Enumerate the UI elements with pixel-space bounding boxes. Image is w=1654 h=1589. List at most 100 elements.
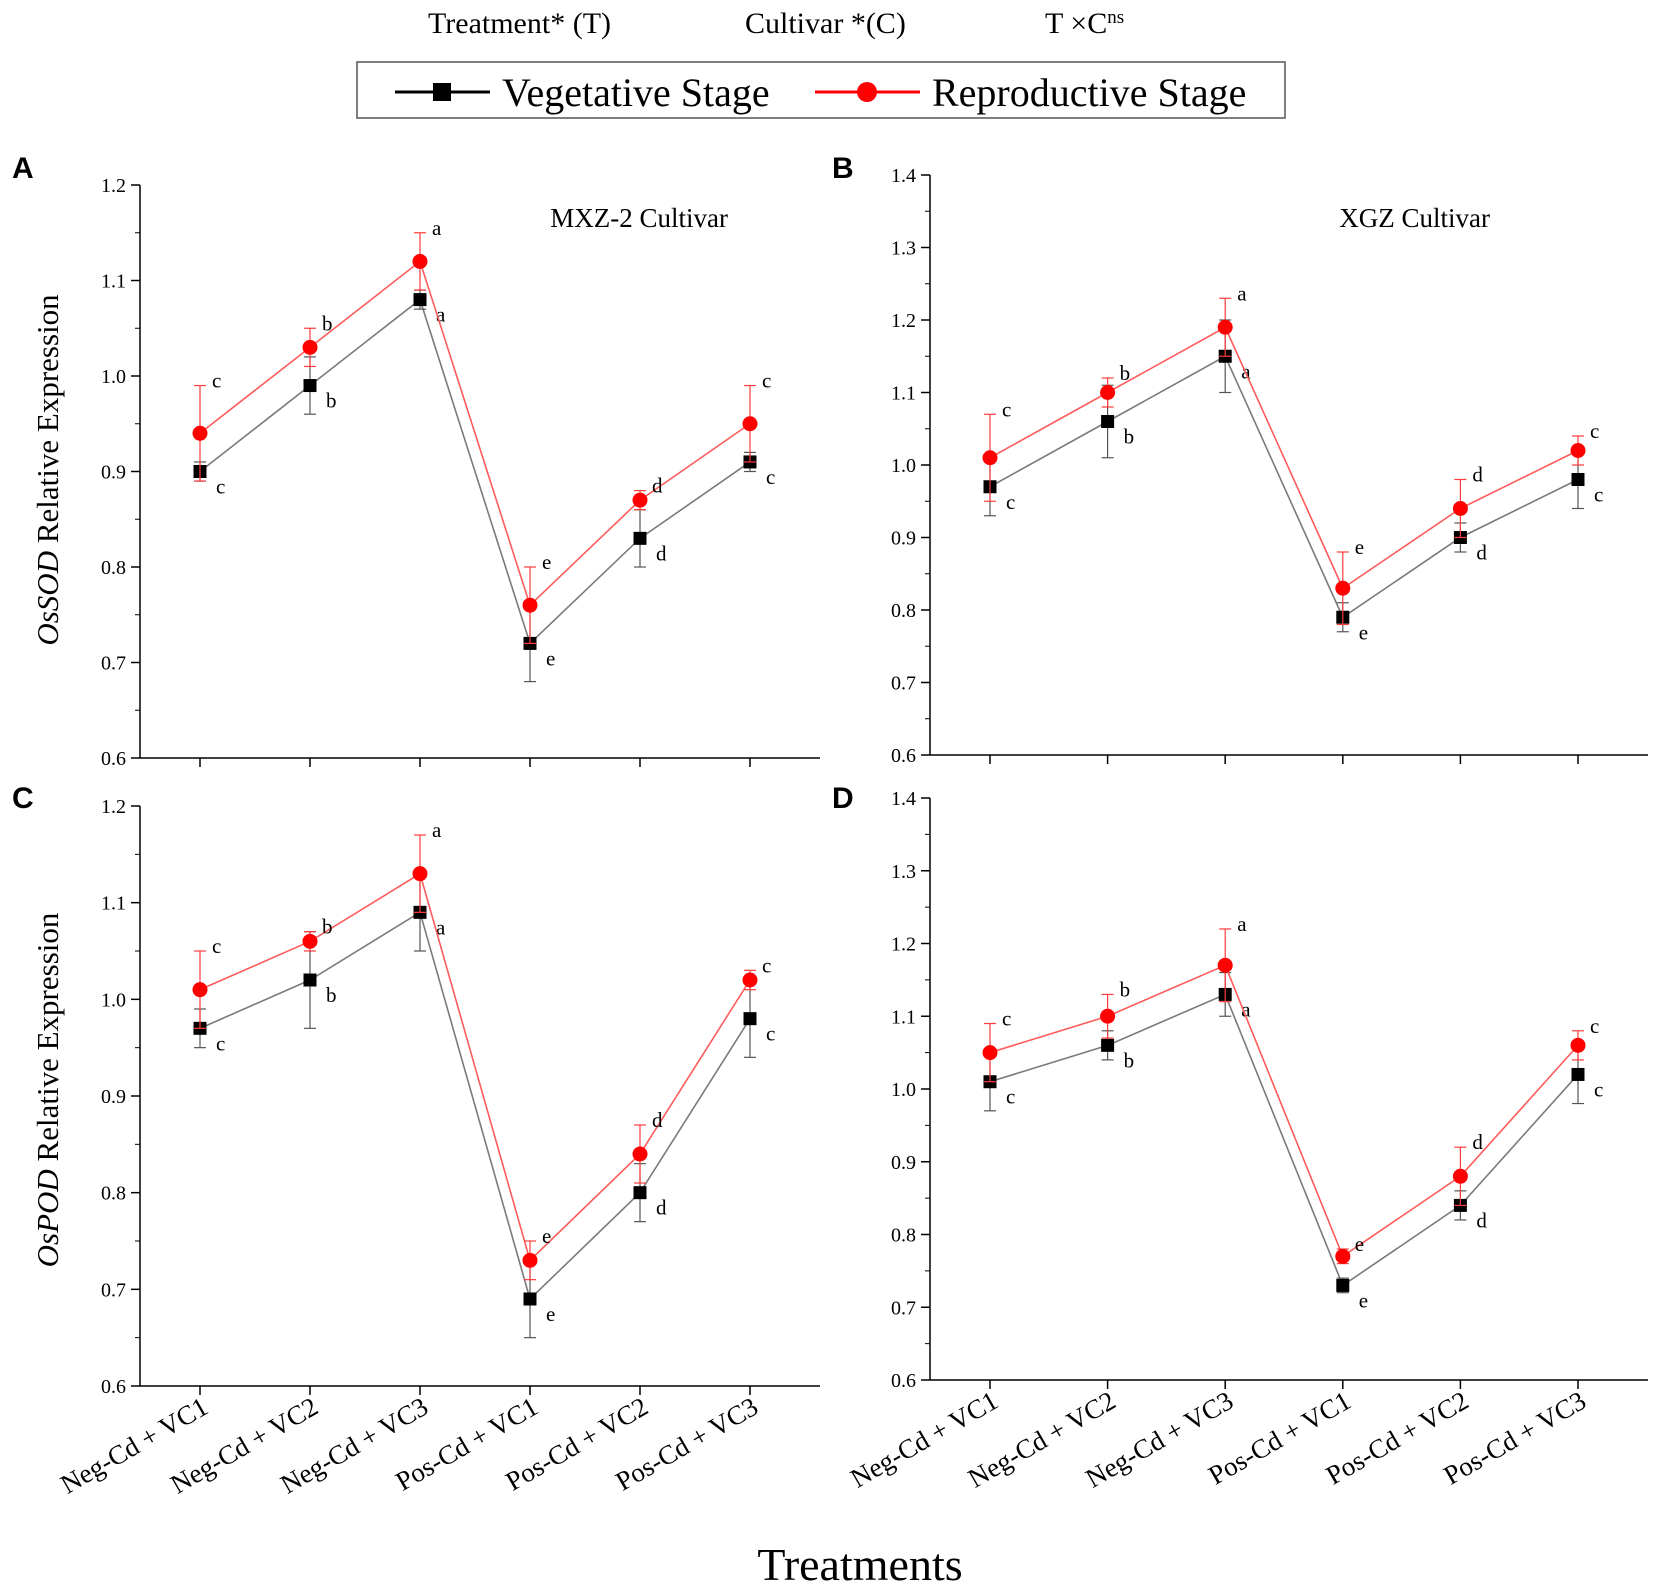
y-tick-label: 0.6 xyxy=(891,1370,916,1392)
y-tick-label: 1.4 xyxy=(891,788,916,810)
significance-letter: a xyxy=(432,216,442,240)
significance-letter: d xyxy=(656,541,667,565)
data-point-reproductive xyxy=(1100,1008,1116,1024)
significance-letter: d xyxy=(1472,1130,1483,1154)
data-point-vegetative xyxy=(303,379,317,393)
data-point-reproductive xyxy=(412,866,428,882)
series-line-reproductive xyxy=(989,964,1579,1258)
significance-letter: a xyxy=(436,303,446,327)
data-point-reproductive xyxy=(982,450,998,466)
significance-letter: d xyxy=(1476,541,1487,565)
y-tick-label: 1.2 xyxy=(101,175,126,197)
significance-letter: b xyxy=(322,311,333,335)
significance-letter: b xyxy=(1120,361,1131,385)
significance-letter: d xyxy=(1476,1208,1487,1232)
series-line-reproductive xyxy=(199,260,751,607)
significance-letter: a xyxy=(432,818,442,842)
y-tick-label: 0.6 xyxy=(101,1376,126,1398)
significance-letter: e xyxy=(546,1302,555,1326)
data-point-vegetative xyxy=(633,531,647,545)
panel-label: D xyxy=(832,782,854,815)
header-treatment: Treatment* (T) xyxy=(428,7,611,40)
data-point-vegetative xyxy=(1101,1038,1115,1052)
y-tick-label: 0.8 xyxy=(101,557,126,579)
data-point-reproductive xyxy=(982,1045,998,1061)
y-tick-label: 0.8 xyxy=(891,1225,916,1247)
significance-letter: b xyxy=(1124,425,1135,449)
data-point-vegetative xyxy=(1101,415,1115,428)
data-point-vegetative xyxy=(743,1012,757,1026)
y-tick-label: 1.4 xyxy=(891,165,916,187)
y-tick-label: 0.9 xyxy=(101,462,126,484)
significance-letter: c xyxy=(1006,490,1015,514)
data-point-reproductive xyxy=(1570,443,1586,458)
legend-box xyxy=(356,61,1286,119)
header-interaction-text: T ×C xyxy=(1045,7,1107,40)
y-tick-label: 1.2 xyxy=(891,934,916,956)
y-tick-label: 1.2 xyxy=(891,310,916,332)
y-tick-label: 0.8 xyxy=(891,600,916,622)
data-point-reproductive xyxy=(192,982,208,998)
series-line-reproductive xyxy=(989,326,1579,590)
y-tick-label: 0.7 xyxy=(891,1297,916,1319)
data-point-vegetative xyxy=(1571,1067,1585,1081)
data-point-reproductive xyxy=(1335,1248,1351,1264)
data-point-reproductive xyxy=(1217,957,1233,973)
significance-letter: c xyxy=(762,953,771,977)
legend-label-vegetative: Vegetative Stage xyxy=(502,70,770,115)
header-interaction-sup: ns xyxy=(1107,7,1124,28)
data-point-reproductive xyxy=(742,416,758,432)
significance-letter: d xyxy=(1472,463,1483,487)
y-tick-label: 0.6 xyxy=(891,745,916,767)
panel-title: MXZ-2 Cultivar xyxy=(550,203,728,233)
significance-letter: c xyxy=(1006,1085,1015,1109)
y-tick-label: 0.6 xyxy=(101,748,126,770)
y-axis-title-sod: OsSOD Relative Expression xyxy=(30,294,65,646)
y-tick-label: 1.1 xyxy=(891,1006,916,1028)
data-point-reproductive xyxy=(742,972,758,988)
significance-letter: e xyxy=(1359,620,1368,644)
significance-letter: c xyxy=(766,1022,775,1046)
y-tick-label: 1.2 xyxy=(101,796,126,818)
series-line-reproductive xyxy=(199,872,751,1262)
significance-letter: b xyxy=(322,915,333,939)
legend-entry-vegetative: Vegetative Stage xyxy=(395,70,770,115)
y-axis-gene-pod: OsPOD xyxy=(30,1169,65,1267)
significance-letter: e xyxy=(546,646,555,670)
significance-letter: c xyxy=(1002,1007,1011,1031)
significance-letter: d xyxy=(656,1196,667,1220)
y-axis-suffix-sod: Relative Expression xyxy=(30,294,65,551)
significance-letter: a xyxy=(1237,281,1247,305)
panel-label: C xyxy=(12,782,34,815)
data-point-vegetative xyxy=(413,293,427,307)
significance-letter: c xyxy=(1002,397,1011,421)
series-line-vegetative xyxy=(199,911,751,1301)
data-point-vegetative xyxy=(303,973,317,987)
panel-title: XGZ Cultivar xyxy=(1339,203,1490,233)
significance-letter: a xyxy=(1241,359,1251,383)
significance-letter: c xyxy=(762,369,771,393)
y-tick-label: 1.3 xyxy=(891,861,916,883)
y-tick-label: 0.9 xyxy=(101,1086,126,1108)
significance-letter: c xyxy=(766,465,775,489)
significance-letter: e xyxy=(1359,1288,1368,1312)
data-point-vegetative xyxy=(1571,473,1585,486)
data-point-vegetative xyxy=(523,1292,537,1306)
data-point-reproductive xyxy=(1452,1168,1468,1184)
y-axis-gene-sod: OsSOD xyxy=(30,551,65,646)
significance-letter: b xyxy=(326,983,337,1007)
legend-label-reproductive: Reproductive Stage xyxy=(932,70,1246,115)
significance-letter: c xyxy=(216,1031,225,1055)
significance-letter: c xyxy=(1590,419,1599,443)
y-tick-label: 0.7 xyxy=(101,653,126,675)
legend-marker-reproductive xyxy=(857,82,877,102)
data-point-reproductive xyxy=(1100,385,1116,400)
y-tick-label: 1.1 xyxy=(891,383,916,405)
data-point-reproductive xyxy=(522,1252,538,1268)
data-point-reproductive xyxy=(522,597,538,613)
data-point-reproductive xyxy=(192,425,208,441)
data-point-reproductive xyxy=(632,1146,648,1162)
